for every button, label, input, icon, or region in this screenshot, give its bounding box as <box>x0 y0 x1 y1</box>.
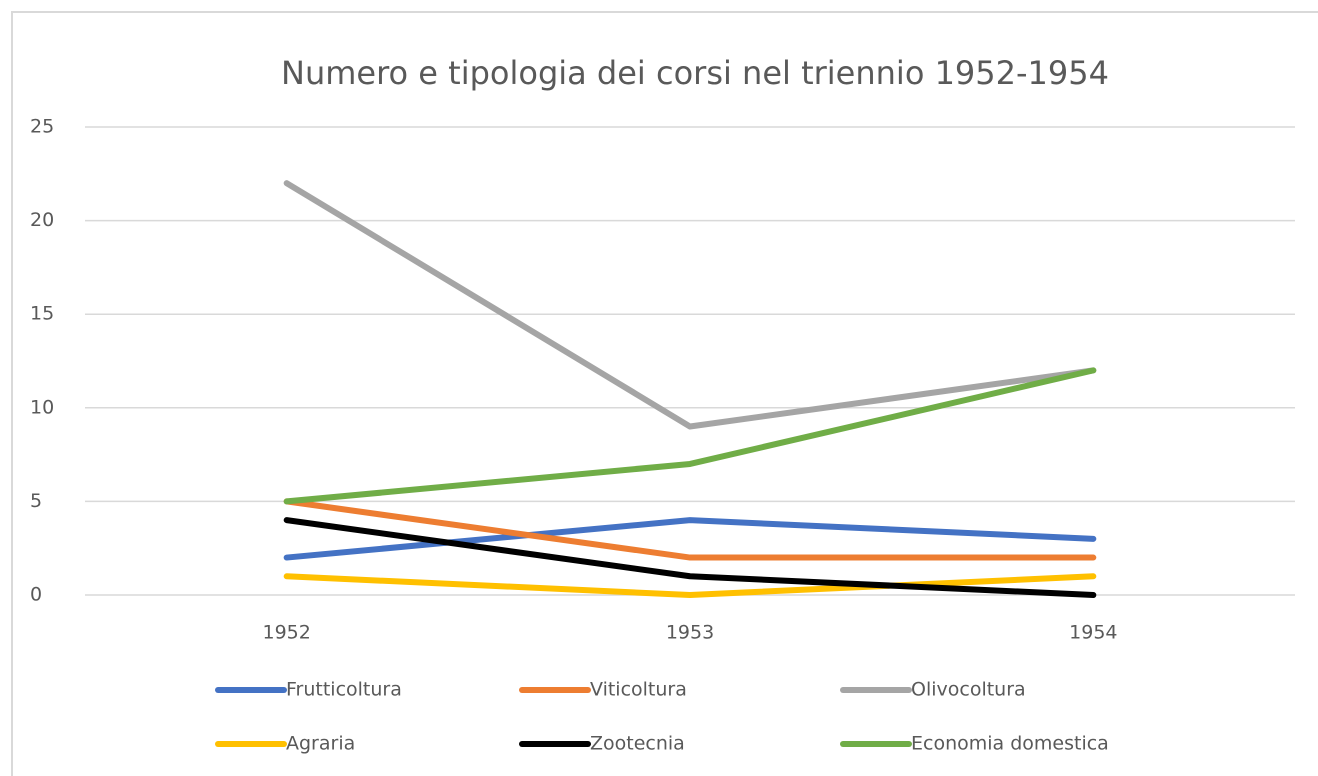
y-tick-label: 15 <box>30 303 54 325</box>
chart-border <box>11 11 1318 776</box>
x-tick-label: 1954 <box>1069 622 1117 644</box>
y-tick-label: 10 <box>30 396 54 418</box>
legend-label: Agraria <box>286 733 355 755</box>
legend-label: Viticoltura <box>590 679 687 701</box>
legend-label: Zootecnia <box>590 733 685 755</box>
series-line <box>283 180 1097 430</box>
series-line <box>283 498 1097 561</box>
legend-label: Olivocoltura <box>911 679 1026 701</box>
y-tick-label: 0 <box>30 584 42 606</box>
y-tick-label: 20 <box>30 209 54 231</box>
legend-label: Economia domestica <box>911 733 1109 755</box>
y-tick-label: 25 <box>30 116 54 138</box>
chart-title: Numero e tipologia dei corsi nel trienni… <box>281 54 1109 92</box>
legend-label: Frutticoltura <box>286 679 402 701</box>
y-tick-label: 5 <box>30 490 42 512</box>
series-line <box>283 367 1097 505</box>
series-line <box>283 517 1097 598</box>
series-line <box>283 573 1097 598</box>
x-tick-label: 1953 <box>666 622 714 644</box>
x-tick-label: 1952 <box>262 622 310 644</box>
series-line <box>283 517 1097 561</box>
